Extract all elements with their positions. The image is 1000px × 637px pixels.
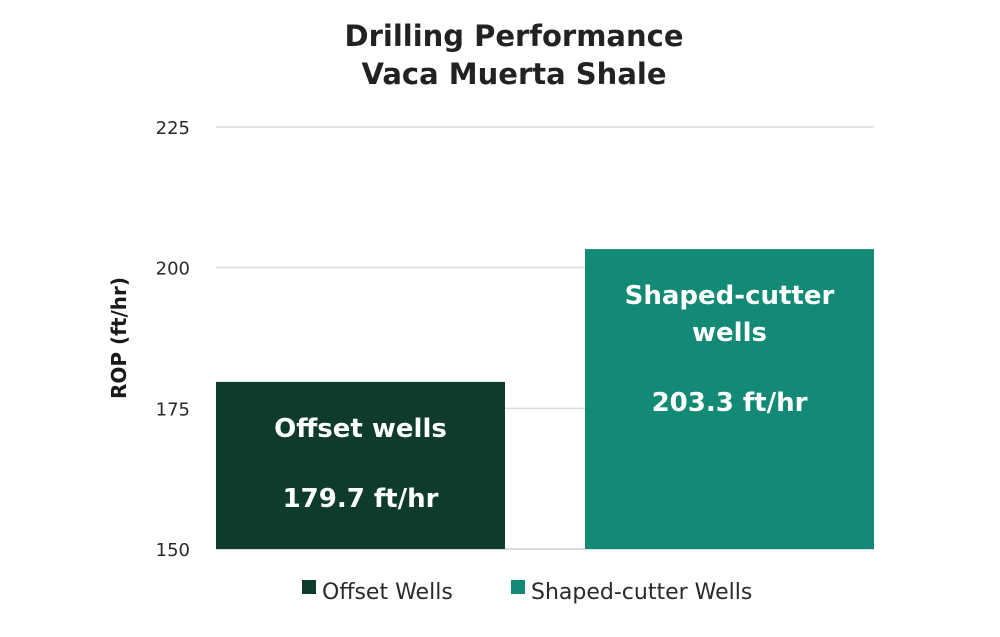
bar-label-name: wells — [692, 318, 767, 348]
legend-swatch — [302, 580, 316, 594]
bar-label-name: Offset wells — [274, 414, 447, 444]
bar-offset-wells — [216, 381, 505, 549]
legend-swatch — [511, 580, 525, 594]
y-axis-ticks: 150 175 200 225 — [156, 118, 190, 561]
bar-labels: Offset wells 179.7 ft/hr Shaped-cutter well… — [274, 281, 834, 514]
bar-shaped-cutter-wells — [585, 249, 874, 549]
y-tick-label-225: 225 — [156, 118, 190, 139]
y-tick-label-175: 175 — [156, 399, 190, 420]
chart-title-line-1: Drilling Performance — [345, 19, 684, 53]
bar-label-value: 179.7 ft/hr — [283, 484, 439, 514]
legend-label: Shaped-cutter Wells — [531, 580, 752, 605]
y-tick-label-150: 150 — [156, 540, 190, 561]
chart-title: Drilling Performance Vaca Muerta Shale — [345, 19, 684, 91]
bar-label-name: Shaped-cutter — [625, 281, 835, 311]
bars — [216, 249, 874, 549]
bar-label-value: 203.3 ft/hr — [652, 388, 808, 418]
legend-label: Offset Wells — [322, 580, 453, 605]
y-axis-label: ROP (ft/hr) — [107, 277, 131, 399]
legend: Offset Wells Shaped-cutter Wells — [302, 580, 752, 605]
y-tick-label-200: 200 — [156, 259, 190, 280]
chart-title-line-2: Vaca Muerta Shale — [362, 57, 667, 91]
